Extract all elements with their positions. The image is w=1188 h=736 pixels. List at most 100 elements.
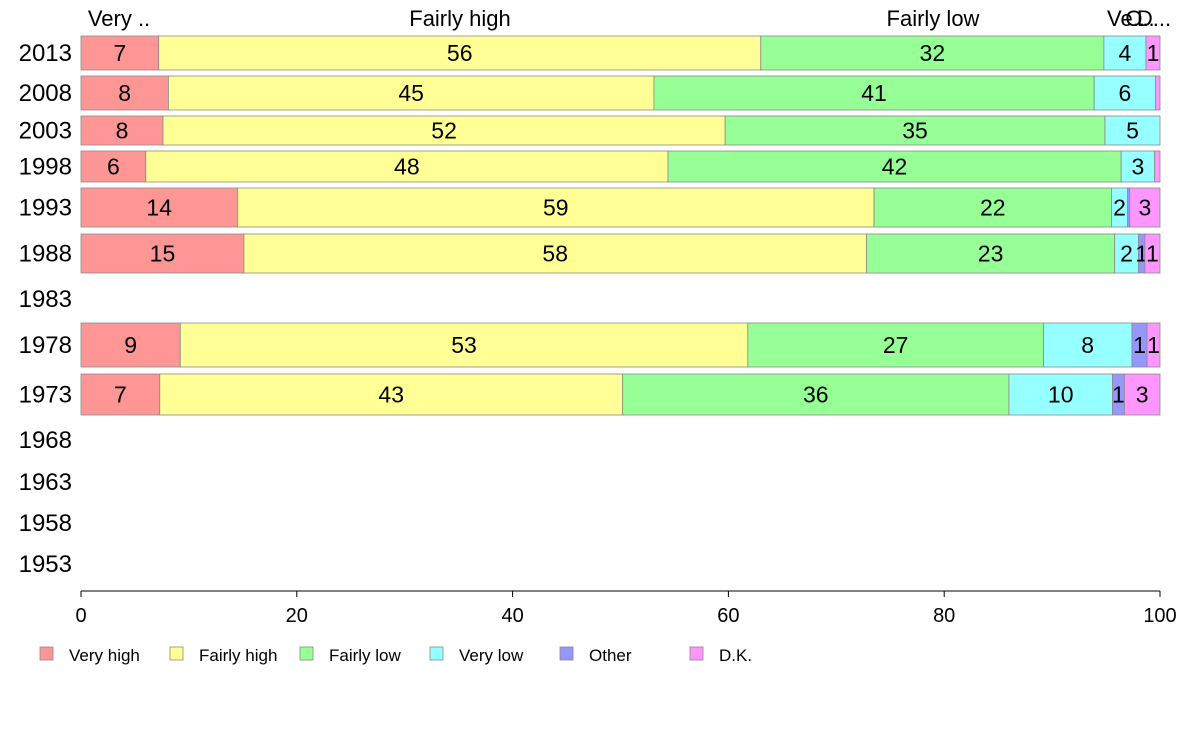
bar-segment (243, 233, 867, 274)
legend-label: Fairly high (199, 646, 277, 665)
bar-segment (1144, 233, 1161, 274)
data-label: 15 (150, 241, 176, 267)
y-tick-label: 1998 (19, 154, 72, 181)
data-label: 7 (113, 40, 126, 66)
bar-segment (1123, 373, 1161, 416)
data-label: 23 (978, 241, 1004, 267)
bar-segment (653, 75, 1095, 111)
bar-segment (724, 115, 1106, 146)
data-label: 27 (883, 332, 909, 358)
data-label: 52 (431, 118, 457, 144)
legend-label: Very high (69, 646, 140, 665)
bar-segment (1008, 373, 1113, 416)
x-tick-label: 100 (1143, 605, 1176, 627)
y-tick-label: 1963 (19, 469, 72, 496)
bar-segment (80, 322, 181, 368)
bar-segment (80, 150, 147, 183)
y-tick-label: 1983 (19, 286, 72, 313)
bar-segment (145, 150, 669, 183)
legend-label: D.K. (719, 646, 752, 665)
legend-swatch (169, 646, 184, 661)
bar-segment (167, 75, 655, 111)
data-label: 3 (1138, 195, 1151, 221)
data-label: 8 (1081, 332, 1094, 358)
top-label: Ve.. (1107, 6, 1145, 31)
y-tick-label: 2008 (19, 80, 72, 107)
data-label: 56 (447, 40, 473, 66)
x-tick-label: 80 (933, 605, 955, 627)
y-tick-label: 1993 (19, 195, 72, 222)
bar-segment (747, 322, 1044, 368)
y-tick-label: 1958 (19, 510, 72, 537)
x-tick-label: 0 (75, 605, 86, 627)
data-label: 2 (1113, 195, 1126, 221)
top-label: D... (1137, 6, 1171, 31)
bar-segment (1145, 35, 1161, 71)
data-label: 3 (1136, 382, 1149, 408)
legend-swatch (689, 646, 704, 661)
bar-segment (1104, 115, 1161, 146)
legend-swatch (39, 646, 54, 661)
bar-segment (237, 187, 875, 228)
bar-segment (80, 233, 245, 274)
x-tick-label: 40 (501, 605, 523, 627)
data-label: 1 (1146, 241, 1159, 267)
data-label: 48 (394, 154, 420, 180)
data-label: 53 (451, 332, 477, 358)
data-label: 1 (1147, 40, 1160, 66)
data-label: 1 (1112, 382, 1125, 408)
data-label: 2 (1120, 241, 1133, 267)
bar-segment (873, 187, 1112, 228)
x-tick-label: 60 (717, 605, 739, 627)
data-label: 6 (1119, 80, 1132, 106)
legend-swatch (429, 646, 444, 661)
bar-segment (1103, 35, 1147, 71)
y-tick-label: 1978 (19, 332, 72, 359)
data-label: 36 (803, 382, 829, 408)
top-label: O.. (1125, 6, 1154, 31)
legend-swatch (559, 646, 574, 661)
bar-segment (1154, 150, 1161, 183)
top-label: Very .. (88, 6, 150, 31)
bar-segment (866, 233, 1116, 274)
bar-segment (1129, 187, 1161, 228)
bar-segment (1120, 150, 1156, 183)
data-label: 14 (146, 195, 172, 221)
data-label: 8 (118, 80, 131, 106)
y-tick-label: 1968 (19, 427, 72, 454)
data-label: 35 (902, 118, 928, 144)
data-label: 41 (861, 80, 887, 106)
data-label: 3 (1131, 154, 1144, 180)
bar-segment (80, 75, 169, 111)
legend-label: Other (589, 646, 632, 665)
bar-segment (667, 150, 1122, 183)
bar-segment (1146, 322, 1161, 368)
y-tick-label: 2003 (19, 118, 72, 145)
bar-segment (1043, 322, 1133, 368)
data-label: 59 (543, 195, 569, 221)
data-label: 8 (116, 118, 129, 144)
bar-segment (1093, 75, 1157, 111)
data-label: 7 (114, 382, 127, 408)
top-label: Fairly low (887, 6, 980, 31)
bar-segment (1155, 75, 1161, 111)
data-label: 5 (1126, 118, 1139, 144)
legend-label: Very low (459, 646, 524, 665)
data-label: 1 (1133, 332, 1146, 358)
data-label: 58 (542, 241, 568, 267)
bar-segment (80, 35, 160, 71)
data-label: 45 (398, 80, 424, 106)
y-tick-label: 1973 (19, 382, 72, 409)
x-tick-label: 20 (286, 605, 308, 627)
data-label: 22 (980, 195, 1006, 221)
data-label: 9 (124, 332, 137, 358)
legend-swatch (299, 646, 314, 661)
bar-segment (162, 115, 726, 146)
top-label: Fairly high (409, 6, 510, 31)
data-label: 4 (1119, 40, 1132, 66)
bar-segment (159, 373, 624, 416)
data-label: 1 (1147, 332, 1160, 358)
legend-label: Fairly low (329, 646, 402, 665)
bar-segment (80, 187, 238, 228)
